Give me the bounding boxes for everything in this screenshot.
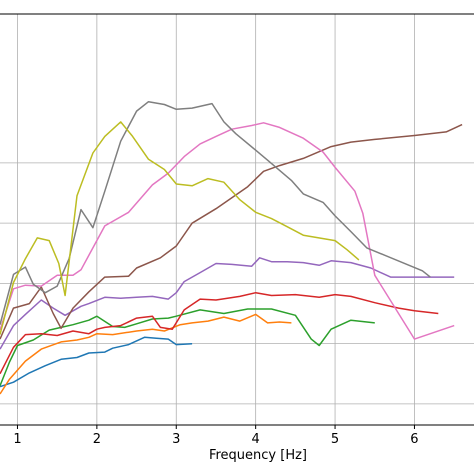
- x-tick-label-2: 2: [93, 432, 101, 447]
- series-line-7: [0, 122, 455, 340]
- x-tick-label-5: 5: [331, 432, 339, 447]
- grid: [0, 14, 474, 425]
- x-tick-label-3: 3: [172, 432, 180, 447]
- series-line-8: [0, 100, 431, 325]
- x-tick-label-6: 6: [410, 432, 418, 447]
- series-layer: [0, 100, 463, 395]
- x-axis-label: Frequency [Hz]: [209, 448, 307, 463]
- series-line-3: [0, 308, 375, 387]
- series-line-9: [0, 121, 360, 335]
- x-tick-label-4: 4: [252, 432, 260, 447]
- series-line-1: [0, 336, 193, 388]
- series-line-4: [0, 291, 439, 375]
- x-tick-label-1: 1: [13, 432, 21, 447]
- series-line-5: [0, 257, 455, 350]
- series-line-6: [0, 123, 463, 340]
- x-axis-ticks: 1 2 3 4 5 6: [13, 425, 419, 447]
- series-line-2: [0, 313, 292, 395]
- plot-frame: [0, 13, 474, 426]
